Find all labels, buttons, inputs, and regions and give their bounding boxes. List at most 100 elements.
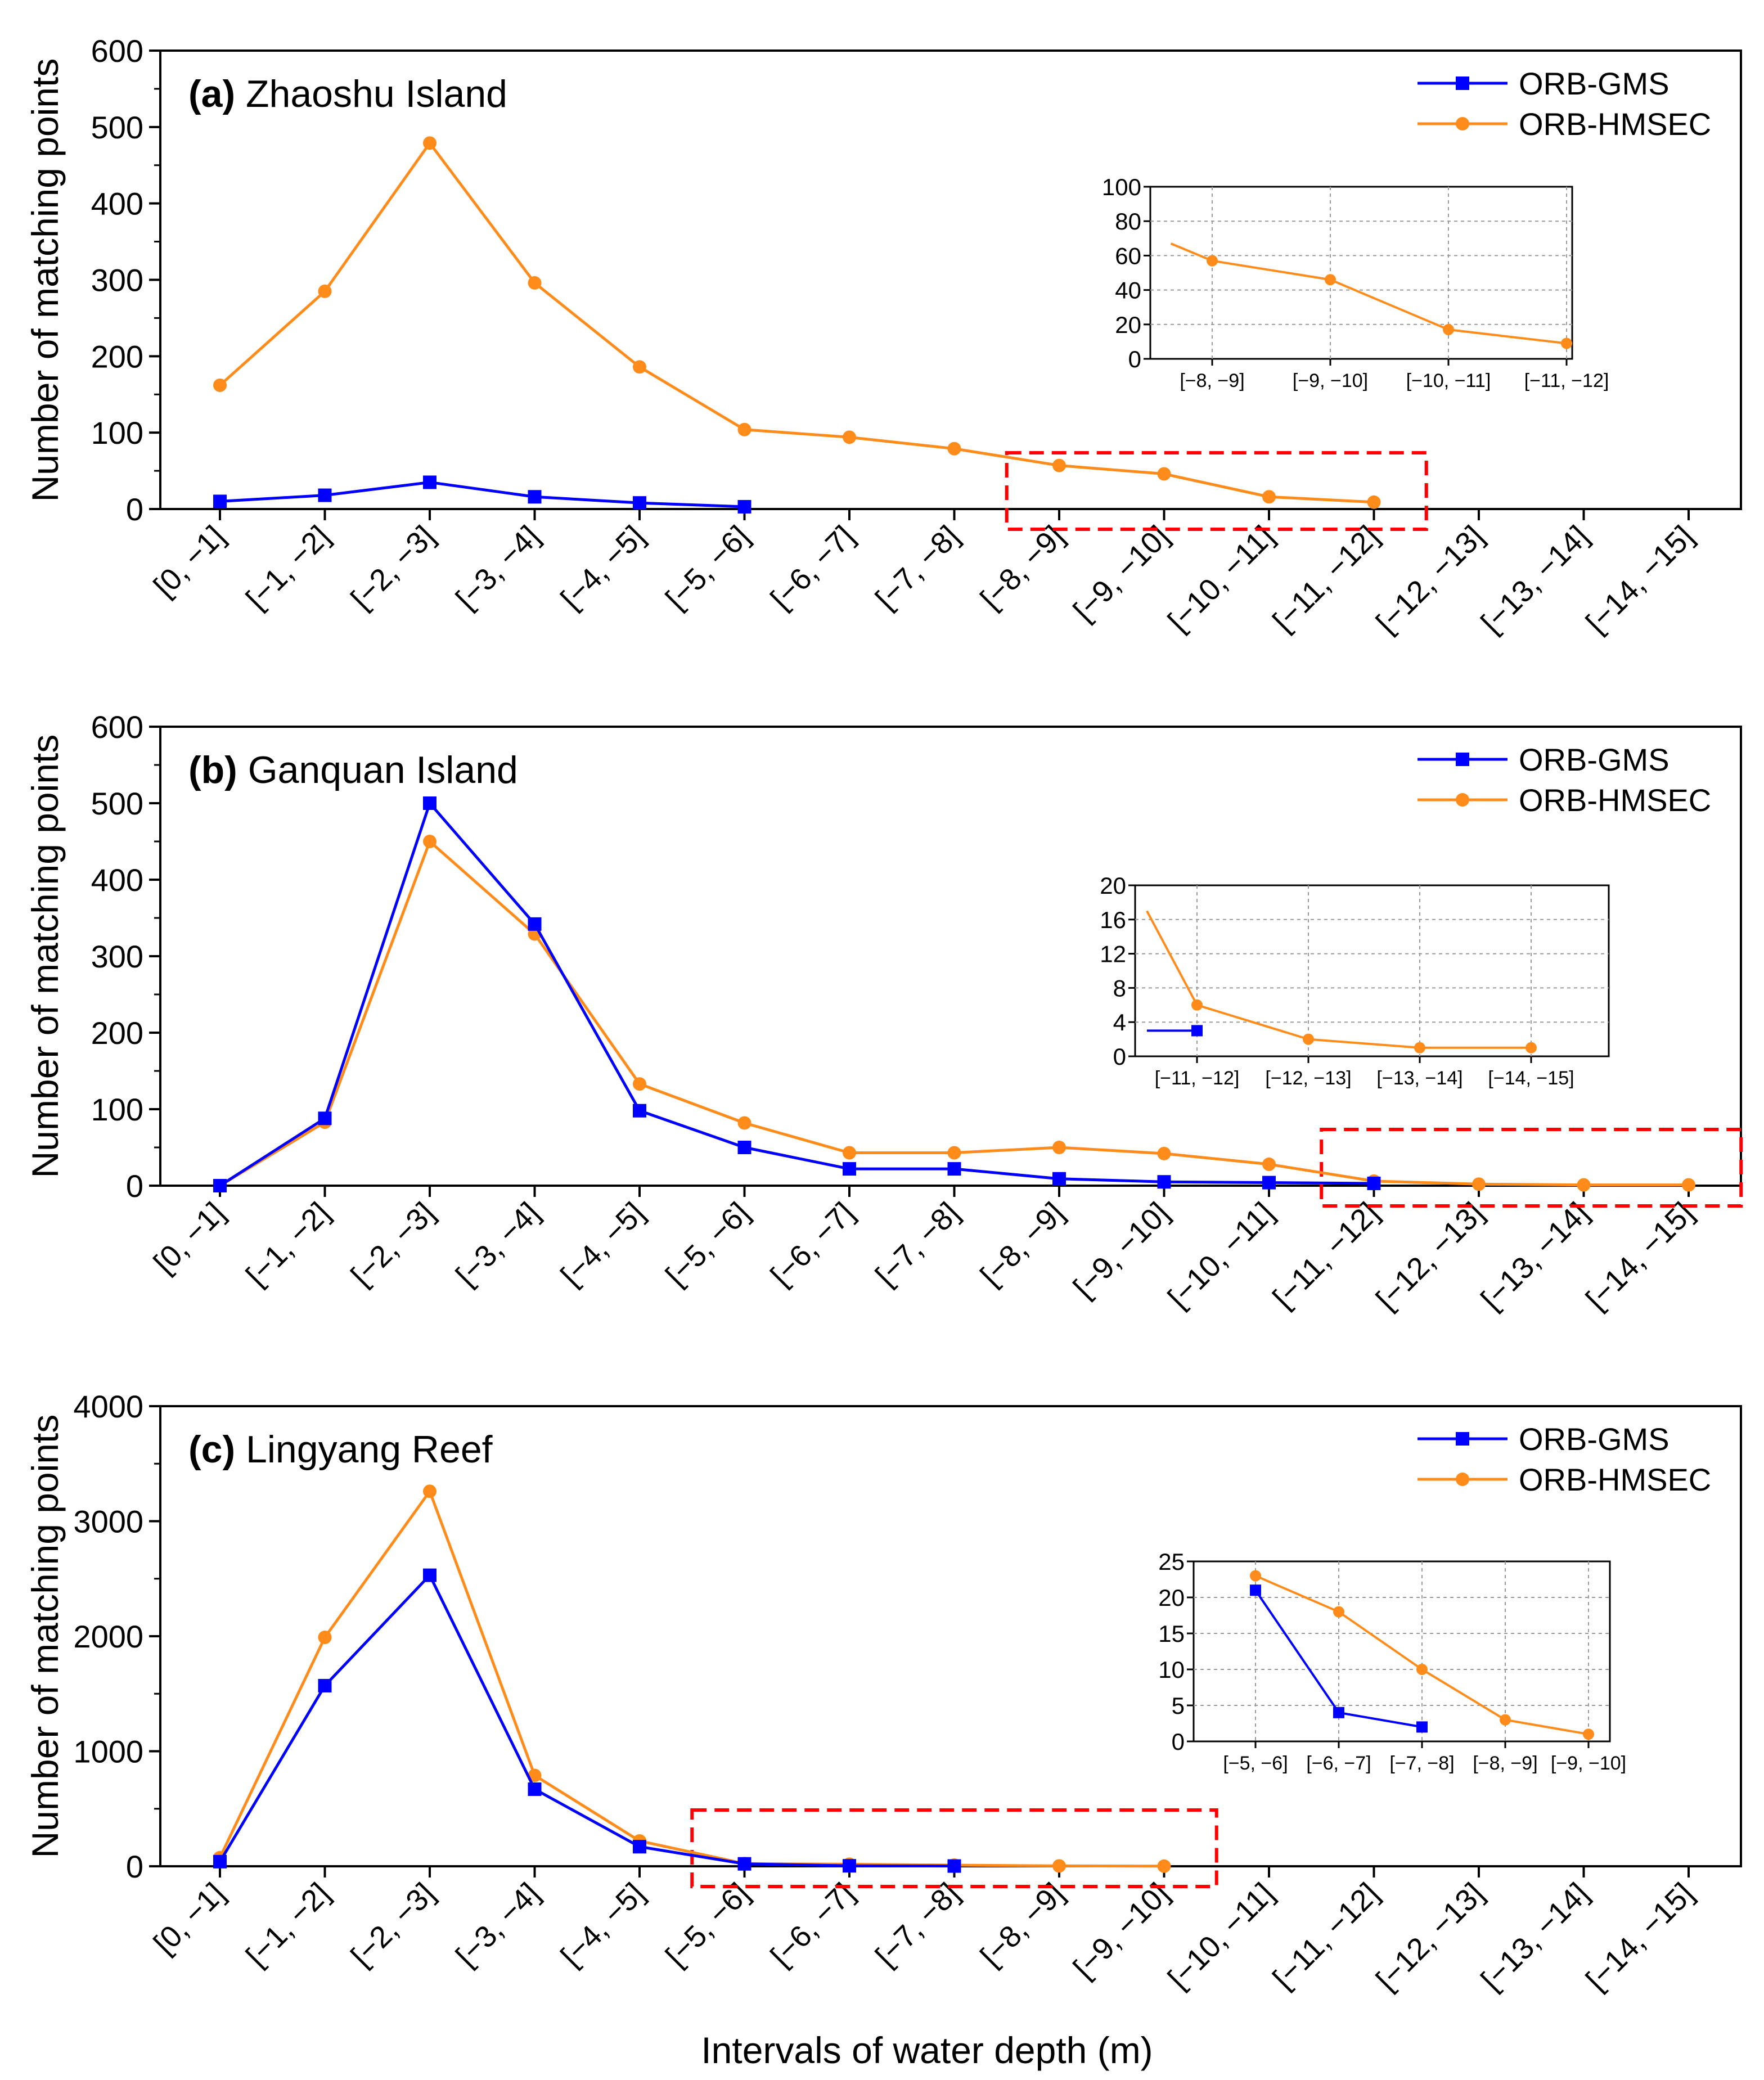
series-orb-gms-point-7 xyxy=(843,1859,856,1873)
highlight-box xyxy=(690,1808,1218,1888)
series-orb-gms-point-7 xyxy=(843,1162,856,1176)
legend-label: ORB-GMS xyxy=(1519,66,1670,101)
inset-series-group xyxy=(1250,1570,1594,1740)
series-orb-gms-point-1 xyxy=(213,1854,227,1869)
inset-y-tick-label: 0 xyxy=(1172,1728,1185,1755)
series-orb-hmsec-line xyxy=(219,141,1374,504)
series-orb-gms-point-11 xyxy=(1262,1176,1276,1190)
series-orb-hmsec-point-3 xyxy=(423,136,436,150)
y-tick-label: 200 xyxy=(91,1015,143,1051)
inset-x-tick-label: [−14, −15] xyxy=(1488,1068,1574,1089)
inset-series-orb-hmsec-point-4 xyxy=(1500,1714,1511,1726)
inset-y-tick-label: 16 xyxy=(1100,907,1126,933)
legend-label: ORB-HMSEC xyxy=(1519,782,1711,818)
x-tick-label: [−6, −7] xyxy=(764,1196,861,1293)
inset-x-tick-label: [−8, −9] xyxy=(1473,1753,1537,1774)
x-tick-label: [−1, −2] xyxy=(240,1196,336,1293)
inset-x-tick-label: [−6, −7] xyxy=(1306,1753,1371,1774)
series-orb-gms-point-4 xyxy=(528,917,542,931)
series-orb-gms-point-2 xyxy=(318,1678,332,1692)
y-axis-label: Number of matching points xyxy=(24,1415,66,1858)
inset-series-orb-gms-point-3 xyxy=(1416,1721,1428,1733)
legend-label: ORB-HMSEC xyxy=(1519,106,1711,142)
x-tick-label: [−9, −10] xyxy=(1067,519,1176,628)
series-orb-hmsec-line xyxy=(218,1489,1164,1868)
inset-series-orb-hmsec-point-4 xyxy=(1443,323,1454,335)
y-tick-label: 2000 xyxy=(73,1619,143,1654)
x-tick-label: [−8, −9] xyxy=(974,1876,1071,1973)
series-orb-hmsec-point-5 xyxy=(633,360,646,374)
series-orb-hmsec-point-12 xyxy=(1367,495,1381,509)
inset-chart: 0 5 10 15 20 25 [−5, −6] [−6, −7] [−7, −8] [−8, −… xyxy=(1158,1548,1626,1774)
series-orb-gms-point-3 xyxy=(423,475,436,489)
x-tick-label: [−3, −4] xyxy=(449,1196,546,1293)
series-orb-gms-point-5 xyxy=(633,1104,646,1118)
inset-series-orb-hmsec-point-3 xyxy=(1416,1664,1428,1675)
legend-marker xyxy=(1456,793,1469,807)
x-tick-label: [−12, −13] xyxy=(1370,1876,1490,1997)
series-orb-gms-point-9 xyxy=(1052,1172,1066,1186)
series-orb-hmsec-point-7 xyxy=(843,430,856,444)
series-orb-hmsec-point-10 xyxy=(1157,1859,1171,1873)
series-orb-gms-point-10 xyxy=(1157,1175,1171,1189)
y-tick-label: 300 xyxy=(91,939,143,974)
series-orb-gms-line xyxy=(218,1574,955,1868)
inset-x-tick-label: [−8, −9] xyxy=(1180,370,1244,391)
series-orb-gms-point-5 xyxy=(633,496,646,510)
inset-y-tick-label: 5 xyxy=(1172,1692,1185,1719)
series-orb-gms-point-12 xyxy=(1367,1176,1381,1190)
x-tick-label: [−12, −13] xyxy=(1370,1196,1490,1316)
y-tick-label: 300 xyxy=(91,263,143,298)
x-tick-label: [−14, −15] xyxy=(1580,1876,1700,1997)
legend-marker xyxy=(1456,76,1469,90)
series-orb-hmsec-point-10 xyxy=(1157,1146,1171,1160)
x-tick-label: [−14, −15] xyxy=(1580,519,1700,640)
series-orb-hmsec-point-15 xyxy=(1682,1178,1695,1192)
y-tick-label: 4000 xyxy=(73,1389,143,1424)
series-orb-gms-line xyxy=(219,480,745,508)
legend-label: ORB-GMS xyxy=(1519,742,1670,777)
series-orb-hmsec-point-9 xyxy=(1052,1859,1066,1873)
x-tick-label: [−8, −9] xyxy=(974,519,1071,616)
series-orb-hmsec-point-13 xyxy=(1472,1177,1486,1191)
inset-frame xyxy=(1149,186,1573,360)
series-orb-gms-point-4 xyxy=(528,1782,542,1796)
x-tick-label: [−1, −2] xyxy=(240,519,336,616)
inset-y-tick-label: 40 xyxy=(1115,277,1141,304)
x-tick-label: [−4, −5] xyxy=(555,519,651,616)
x-tick-label: [−8, −9] xyxy=(974,1196,1071,1293)
inset-series-group xyxy=(1170,242,1572,349)
y-tick-label: 0 xyxy=(126,1168,143,1204)
y-tick-label: 500 xyxy=(91,786,143,821)
series-orb-gms-point-1 xyxy=(213,1179,227,1192)
inset-y-tick-label: 15 xyxy=(1158,1620,1185,1647)
x-tick-label: [−2, −3] xyxy=(345,519,442,616)
inset-y-tick-label: 100 xyxy=(1102,174,1141,200)
inset-y-tick-label: 25 xyxy=(1158,1548,1185,1575)
highlight-box xyxy=(1320,1128,1743,1208)
legend-marker xyxy=(1456,117,1469,130)
x-tick-label: [−4, −5] xyxy=(555,1196,651,1293)
x-tick-label: [−7, −8] xyxy=(869,1876,966,1973)
x-tick-label: [−11, −12] xyxy=(1266,1196,1385,1315)
legend-marker xyxy=(1456,1432,1469,1446)
x-tick-label: [−6, −7] xyxy=(764,1876,861,1973)
inset-y-tick-label: 0 xyxy=(1128,346,1141,372)
x-tick-label: [−7, −8] xyxy=(869,519,966,616)
series-orb-hmsec-point-3 xyxy=(423,1484,436,1498)
series-orb-hmsec-point-9 xyxy=(1052,458,1066,472)
inset-y-tick-label: 80 xyxy=(1115,208,1141,235)
inset-series-orb-hmsec-point-2 xyxy=(1207,255,1218,267)
series-orb-hmsec-point-4 xyxy=(528,276,542,290)
inset-series-orb-hmsec-point-5 xyxy=(1561,337,1572,349)
inset-x-tick-label: [−13, −14] xyxy=(1376,1068,1462,1089)
inset-x-tick-label: [−5, −6] xyxy=(1223,1753,1288,1774)
legend-label: ORB-GMS xyxy=(1519,1421,1670,1457)
inset-y-tick-label: 0 xyxy=(1113,1043,1126,1070)
y-axis-label: Number of matching points xyxy=(24,735,66,1178)
x-tick-label: [−3, −4] xyxy=(449,519,546,616)
inset-series-orb-hmsec-point-3 xyxy=(1325,274,1336,286)
panel-letter: (a) xyxy=(188,73,235,115)
